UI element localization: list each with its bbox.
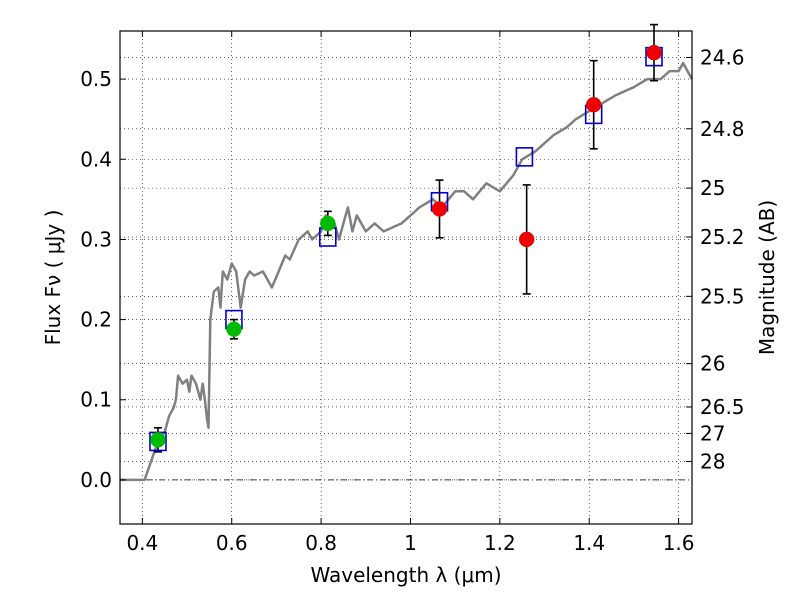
right-tick-label-7: 27 [700, 421, 725, 445]
data-point-1-1 [226, 321, 242, 337]
x-tick-label-2: 0.8 [305, 531, 337, 555]
right-tick-label-0: 24.6 [700, 45, 745, 69]
x-axis-label: Wavelength λ (μm) [310, 563, 501, 587]
y-tick-label-5: 0.5 [80, 67, 112, 91]
x-tick-label-6: 1.6 [663, 531, 695, 555]
x-tick-label-4: 1.2 [484, 531, 516, 555]
x-tick-label-0: 0.4 [126, 531, 158, 555]
model-sed [120, 61, 694, 482]
y-tick-label-4: 0.4 [80, 147, 112, 171]
x-tick-label-1: 0.6 [216, 531, 248, 555]
plot-frame [119, 30, 693, 525]
grid [120, 31, 692, 524]
data-point-2-0 [431, 201, 448, 217]
data-point-2-2 [585, 96, 602, 113]
right-tick-label-5: 26 [700, 352, 725, 376]
y-tick-label-0: 0.0 [80, 468, 112, 492]
right-tick-label-3: 25.2 [700, 225, 745, 249]
right-tick-label-6: 26.5 [700, 395, 745, 419]
data-point-2-3 [646, 44, 662, 61]
y-axis-label: Flux Fν ( μJy ) [41, 210, 65, 346]
model-square-4 [515, 147, 534, 167]
right-tick-label-8: 28 [700, 449, 725, 473]
y-tick-label-2: 0.2 [80, 308, 112, 332]
y-tick-label-3: 0.3 [80, 227, 112, 251]
y-tick-label-1: 0.1 [80, 388, 112, 412]
data-point-1-0 [150, 432, 166, 448]
ticks [120, 31, 692, 524]
model-sed-line [120, 61, 694, 482]
data-point-1-2 [320, 215, 336, 232]
data-point-2-1 [518, 231, 535, 248]
x-tick-label-3: 1 [404, 531, 417, 555]
right-axis-label: Magnitude (AB) [755, 200, 779, 355]
x-tick-label-5: 1.4 [573, 531, 605, 555]
data-markers [149, 44, 663, 452]
tick-labels: 0.4 0.6 0.8 1 1.2 1.4 1.6 0.0 0.1 0.2 0.3 0.4 0.5 24.… [80, 45, 744, 555]
right-tick-label-1: 24.8 [700, 117, 745, 141]
error-bars [153, 23, 659, 453]
right-tick-label-2: 25 [700, 176, 725, 200]
right-tick-label-4: 25.5 [700, 284, 745, 308]
